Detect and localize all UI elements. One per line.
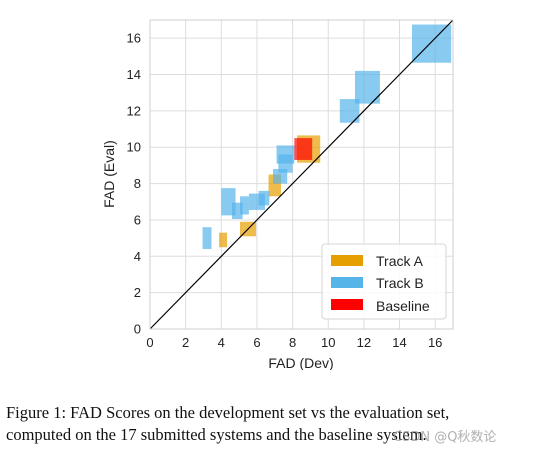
x-tick-label: 12 <box>357 335 371 350</box>
y-tick-label: 10 <box>127 140 141 155</box>
legend-swatch-track-b <box>331 277 363 288</box>
track-a-point <box>219 232 228 248</box>
track-b-point <box>240 196 249 215</box>
track-b-point <box>278 154 293 173</box>
legend-swatch-track-a <box>331 255 363 266</box>
x-tick-label: 6 <box>253 335 260 350</box>
x-tick-label: 10 <box>321 335 335 350</box>
fad-scatter-chart: 0 2 4 6 8 10 12 14 16 0 2 4 6 8 10 12 14 16 FAD (Dev) FA… <box>101 19 454 370</box>
identity-reference-line <box>149 19 454 330</box>
legend: Track A Track B Baseline <box>321 243 447 320</box>
x-tick-label: 16 <box>428 335 442 350</box>
x-tick-label: 4 <box>218 335 225 350</box>
y-tick-label: 2 <box>134 285 141 300</box>
x-tick-label: 14 <box>392 335 406 350</box>
track-b-point <box>339 99 360 123</box>
track-b-point <box>231 202 243 220</box>
y-tick-label: 12 <box>127 103 141 118</box>
x-tick-label: 2 <box>182 335 189 350</box>
legend-label-track-b: Track B <box>376 275 424 291</box>
track-b-point <box>412 24 452 63</box>
plot-frame <box>149 19 454 330</box>
x-axis-title: FAD (Dev) <box>268 355 333 370</box>
legend-label-track-a: Track A <box>376 253 424 269</box>
caption-line-2: computed on the 17 submitted systems and… <box>6 425 427 444</box>
y-tick-label: 4 <box>134 249 141 264</box>
y-axis-title: FAD (Eval) <box>101 140 117 208</box>
figure-caption: Figure 1: FAD Scores on the development … <box>6 402 558 446</box>
x-tick-labels: 0 2 4 6 8 10 12 14 16 <box>146 335 442 350</box>
track-b-point <box>248 193 265 210</box>
legend-swatch-baseline <box>331 299 363 310</box>
y-tick-label: 16 <box>127 31 141 46</box>
watermark: CSDN @Q秋数论 <box>393 430 497 445</box>
y-tick-label: 6 <box>134 212 141 227</box>
y-tick-label: 14 <box>127 67 141 82</box>
track-b-point <box>272 169 288 184</box>
caption-line-1: Figure 1: FAD Scores on the development … <box>6 403 450 422</box>
y-tick-label: 0 <box>134 322 141 337</box>
legend-label-baseline: Baseline <box>376 298 430 314</box>
x-tick-label: 0 <box>146 335 153 350</box>
track-b-point <box>221 188 236 216</box>
x-tick-label: 8 <box>289 335 296 350</box>
y-tick-label: 8 <box>134 176 141 191</box>
track-b-point <box>202 227 212 250</box>
baseline-point <box>294 138 313 160</box>
y-tick-labels: 0 2 4 6 8 10 12 14 16 <box>127 31 141 337</box>
